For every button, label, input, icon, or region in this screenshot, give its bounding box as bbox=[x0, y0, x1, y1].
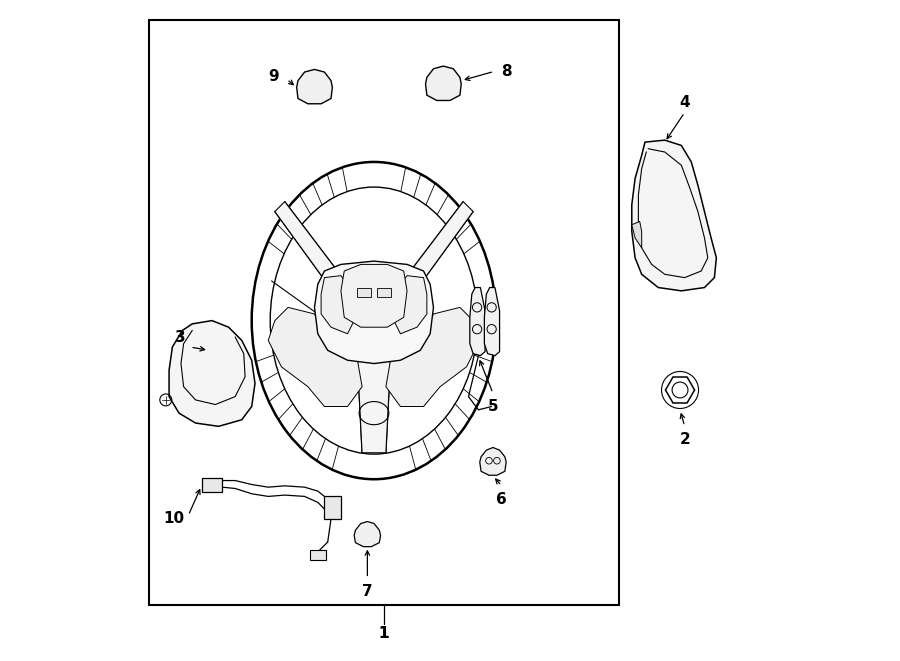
Polygon shape bbox=[484, 288, 500, 356]
Bar bbox=[324, 496, 341, 519]
Polygon shape bbox=[268, 307, 362, 407]
Text: 4: 4 bbox=[680, 95, 690, 110]
Bar bbox=[377, 288, 391, 297]
Polygon shape bbox=[169, 321, 255, 426]
Bar bbox=[310, 550, 327, 560]
Polygon shape bbox=[470, 288, 485, 356]
Polygon shape bbox=[297, 69, 332, 104]
Text: 10: 10 bbox=[163, 512, 184, 526]
Text: 3: 3 bbox=[175, 330, 185, 344]
Text: 9: 9 bbox=[268, 69, 279, 83]
Polygon shape bbox=[407, 202, 473, 284]
Polygon shape bbox=[321, 276, 355, 334]
Polygon shape bbox=[314, 261, 434, 364]
Polygon shape bbox=[426, 66, 461, 100]
Polygon shape bbox=[341, 264, 407, 327]
Polygon shape bbox=[274, 202, 341, 284]
Polygon shape bbox=[386, 307, 480, 407]
Text: 8: 8 bbox=[501, 64, 511, 79]
Bar bbox=[202, 478, 222, 492]
Text: 7: 7 bbox=[362, 584, 373, 599]
Text: 5: 5 bbox=[488, 399, 499, 414]
Polygon shape bbox=[632, 221, 642, 248]
Text: 6: 6 bbox=[496, 492, 507, 506]
Polygon shape bbox=[355, 522, 381, 547]
Bar bbox=[357, 288, 371, 297]
Text: 1: 1 bbox=[379, 626, 389, 641]
Polygon shape bbox=[632, 140, 716, 291]
Bar bbox=[149, 20, 618, 605]
Polygon shape bbox=[480, 447, 506, 475]
Text: 1: 1 bbox=[379, 626, 389, 641]
Polygon shape bbox=[357, 360, 391, 453]
Text: 2: 2 bbox=[680, 432, 690, 447]
Polygon shape bbox=[394, 276, 427, 334]
